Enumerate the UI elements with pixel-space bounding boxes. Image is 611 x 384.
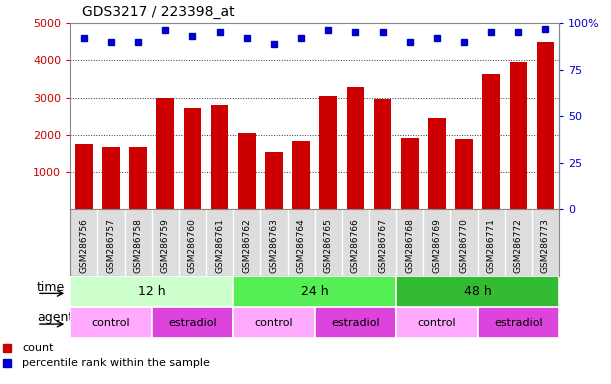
Bar: [184, 108, 201, 209]
Text: estradiol: estradiol: [168, 318, 217, 328]
Bar: [510, 62, 527, 209]
Bar: [536, 42, 554, 209]
Text: GSM286756: GSM286756: [79, 218, 89, 273]
Text: control: control: [417, 318, 456, 328]
Bar: [401, 138, 419, 209]
Bar: [292, 141, 310, 209]
Text: 48 h: 48 h: [464, 285, 491, 298]
Text: GDS3217 / 223398_at: GDS3217 / 223398_at: [82, 5, 235, 19]
Bar: [70, 276, 233, 307]
Text: agent: agent: [37, 311, 73, 324]
Text: estradiol: estradiol: [331, 318, 379, 328]
Bar: [156, 98, 174, 209]
Text: percentile rank within the sample: percentile rank within the sample: [22, 358, 210, 368]
Text: GSM286770: GSM286770: [459, 218, 469, 273]
Text: GSM286771: GSM286771: [487, 218, 496, 273]
Text: estradiol: estradiol: [494, 318, 543, 328]
Bar: [346, 87, 364, 209]
Text: control: control: [255, 318, 293, 328]
Text: GSM286769: GSM286769: [433, 218, 441, 273]
Text: GSM286759: GSM286759: [161, 218, 170, 273]
Bar: [233, 307, 315, 338]
Bar: [428, 118, 445, 209]
Bar: [455, 139, 473, 209]
Bar: [265, 152, 283, 209]
Text: GSM286765: GSM286765: [324, 218, 333, 273]
Text: time: time: [37, 281, 65, 294]
Bar: [211, 105, 229, 209]
Text: GSM286762: GSM286762: [243, 218, 251, 273]
Text: count: count: [22, 343, 54, 353]
Text: control: control: [92, 318, 130, 328]
Text: GSM286768: GSM286768: [405, 218, 414, 273]
Bar: [238, 133, 255, 209]
Text: GSM286772: GSM286772: [514, 218, 523, 273]
Bar: [478, 307, 559, 338]
Bar: [152, 307, 233, 338]
Bar: [396, 276, 559, 307]
Text: GSM286758: GSM286758: [134, 218, 142, 273]
Text: 12 h: 12 h: [138, 285, 166, 298]
Text: GSM286773: GSM286773: [541, 218, 550, 273]
Bar: [320, 96, 337, 209]
Bar: [130, 147, 147, 209]
Text: GSM286764: GSM286764: [296, 218, 306, 273]
Bar: [75, 144, 93, 209]
Bar: [374, 99, 392, 209]
Text: GSM286761: GSM286761: [215, 218, 224, 273]
Text: GSM286757: GSM286757: [106, 218, 115, 273]
Text: GSM286760: GSM286760: [188, 218, 197, 273]
Bar: [70, 307, 152, 338]
Bar: [396, 307, 478, 338]
Text: GSM286767: GSM286767: [378, 218, 387, 273]
Bar: [102, 147, 120, 209]
Text: GSM286763: GSM286763: [269, 218, 279, 273]
Bar: [315, 307, 396, 338]
Text: GSM286766: GSM286766: [351, 218, 360, 273]
Text: 24 h: 24 h: [301, 285, 329, 298]
Bar: [233, 276, 396, 307]
Bar: [482, 74, 500, 209]
